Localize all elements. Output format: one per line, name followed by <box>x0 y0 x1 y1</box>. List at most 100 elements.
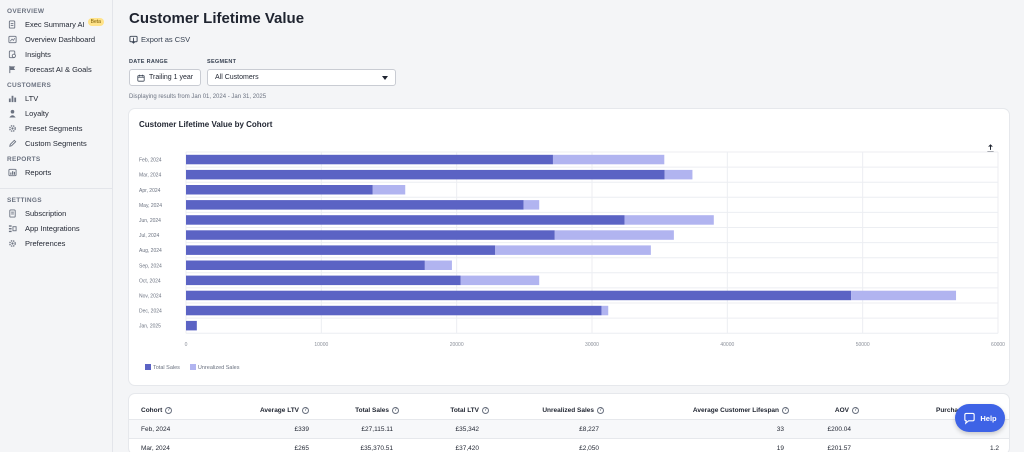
bar-unrealized-sales[interactable] <box>495 245 651 255</box>
chat-bubble-icon <box>964 412 976 425</box>
header-label: Unrealized Sales <box>542 406 594 414</box>
bar-total-sales[interactable] <box>186 260 425 271</box>
header-total-ltv[interactable]: Total LTV? <box>450 401 489 419</box>
dashboard-icon <box>7 35 17 45</box>
ai-document-icon <box>7 20 17 30</box>
bar-total-sales[interactable] <box>186 230 555 240</box>
cell-avg-ltv: £265 <box>294 444 309 452</box>
header-label: Total LTV <box>450 406 479 414</box>
sidebar-item-label: Preset Segments <box>25 124 83 133</box>
header-purchase-frequency[interactable]: Purchase F <box>936 401 971 419</box>
sidebar-item-subscription[interactable]: Subscription <box>0 206 112 221</box>
sidebar-item-app-integrations[interactable]: App Integrations <box>0 221 112 236</box>
calendar-icon <box>137 74 145 82</box>
document-icon <box>7 209 17 219</box>
sidebar-item-exec-summary-ai[interactable]: Exec Summary AI Beta <box>0 17 112 32</box>
bar-unrealized-sales[interactable] <box>460 275 540 286</box>
header-avg-lifespan[interactable]: Average Customer Lifespan? <box>693 401 789 419</box>
beta-badge: Beta <box>87 17 104 26</box>
bar-unrealized-sales[interactable] <box>851 290 957 301</box>
info-icon[interactable]: ? <box>482 406 489 414</box>
sidebar-item-label: Insights <box>25 50 51 59</box>
bar-total-sales[interactable] <box>186 305 602 316</box>
sidebar-item-custom-segments[interactable]: Custom Segments <box>0 136 112 151</box>
sidebar-item-forecast-ai-goals[interactable]: Forecast AI & Goals <box>0 62 112 77</box>
x-tick-label: 30000 <box>585 342 599 348</box>
bar-unrealized-sales[interactable] <box>424 260 452 271</box>
date-range-button[interactable]: Trailing 1 year <box>129 69 201 86</box>
export-csv-button[interactable]: Export as CSV <box>129 35 190 44</box>
date-range-value: Trailing 1 year <box>149 74 194 81</box>
export-icon <box>129 35 138 44</box>
bar-unrealized-sales[interactable] <box>523 200 540 210</box>
cell-unrealized: £2,050 <box>579 444 599 452</box>
sidebar: OVERVIEW Exec Summary AI Beta Overview D… <box>0 0 113 452</box>
bar-total-sales[interactable] <box>186 275 461 286</box>
sidebar-item-preferences[interactable]: Preferences <box>0 236 112 251</box>
sidebar-item-overview-dashboard[interactable]: Overview Dashboard <box>0 32 112 47</box>
bar-unrealized-sales[interactable] <box>372 185 406 195</box>
chart-card: Customer Lifetime Value by Cohort 0 10000… <box>129 109 1009 385</box>
sidebar-item-label: App Integrations <box>25 224 80 233</box>
info-icon[interactable]: ? <box>165 406 173 414</box>
cell-total-ltv: £37,420 <box>455 444 480 452</box>
sidebar-item-label: Loyalty <box>25 109 49 118</box>
pencil-icon <box>7 139 17 149</box>
segment-select[interactable]: All Customers <box>207 69 396 86</box>
info-icon[interactable]: ? <box>782 406 789 414</box>
header-avg-ltv[interactable]: Average LTV? <box>260 401 309 419</box>
section-heading-customers: CUSTOMERS <box>7 82 52 89</box>
sidebar-divider <box>0 188 112 189</box>
x-tick-label: 0 <box>185 342 188 348</box>
cell-avg-ltv: £339 <box>294 425 309 433</box>
sidebar-item-preset-segments[interactable]: Preset Segments <box>0 121 112 136</box>
bar-chart-icon <box>7 94 17 104</box>
table-row[interactable]: Mar, 2024 £265 £35,370.51 £37,420 £2,050… <box>129 438 1009 452</box>
legend-item-total-sales[interactable]: Total Sales <box>145 364 180 371</box>
header-cohort[interactable]: Cohort? <box>141 401 173 419</box>
gear-icon <box>7 239 17 249</box>
bar-unrealized-sales[interactable] <box>624 215 714 225</box>
bar-total-sales[interactable] <box>186 169 665 180</box>
bar-total-sales[interactable] <box>186 200 524 210</box>
bar-total-sales[interactable] <box>186 245 496 255</box>
legend-item-unrealized-sales[interactable]: Unrealized Sales <box>189 364 239 371</box>
info-icon[interactable]: ? <box>852 406 859 414</box>
header-aov[interactable]: AOV? <box>835 401 859 419</box>
bar-total-sales[interactable] <box>186 290 852 301</box>
bar-total-sales[interactable] <box>186 154 553 165</box>
info-icon[interactable]: ? <box>302 406 309 414</box>
displaying-range-text: Displaying results from Jan 01, 2024 - J… <box>129 94 267 100</box>
integrations-icon <box>7 224 17 234</box>
cell-cohort: Feb, 2024 <box>141 425 171 433</box>
y-tick-label: Apr, 2024 <box>139 188 161 194</box>
help-button[interactable]: Help <box>955 404 1005 432</box>
bar-unrealized-sales[interactable] <box>554 230 674 240</box>
header-label: Average LTV <box>259 406 299 414</box>
table-row[interactable]: Feb, 2024 £339 £27,115.11 £35,342 £8,227… <box>129 419 1009 438</box>
x-tick-label: 10000 <box>314 342 328 348</box>
y-tick-label: Feb, 2024 <box>139 158 162 164</box>
header-total-sales[interactable]: Total Sales? <box>355 401 399 419</box>
bar-unrealized-sales[interactable] <box>601 305 609 316</box>
sidebar-item-ltv[interactable]: LTV <box>0 91 112 106</box>
bar-unrealized-sales[interactable] <box>552 154 665 165</box>
y-tick-label: Oct, 2024 <box>139 278 161 284</box>
bar-total-sales[interactable] <box>186 215 625 225</box>
bar-total-sales[interactable] <box>186 185 373 195</box>
sidebar-item-label: Overview Dashboard <box>25 35 96 44</box>
page-title: Customer Lifetime Value <box>129 10 305 27</box>
sidebar-item-insights[interactable]: Insights <box>0 47 112 62</box>
cell-aov: £200.04 <box>827 425 852 433</box>
sidebar-item-label: Reports <box>25 168 52 177</box>
header-unrealized-sales[interactable]: Unrealized Sales? <box>542 401 604 419</box>
chart-legend: Total Sales Unrealized Sales <box>145 364 239 371</box>
ltv-cohort-chart: 0 10000 20000 30000 40000 50000 60000 Feb, 2024… <box>139 151 1005 348</box>
bar-total-sales[interactable] <box>186 320 197 331</box>
sidebar-item-reports[interactable]: Reports <box>0 165 112 180</box>
info-icon[interactable]: ? <box>392 406 399 414</box>
bar-unrealized-sales[interactable] <box>664 169 693 180</box>
sidebar-item-loyalty[interactable]: Loyalty <box>0 106 112 121</box>
y-tick-label: Jul, 2024 <box>139 233 160 239</box>
info-icon[interactable]: ? <box>597 406 604 414</box>
